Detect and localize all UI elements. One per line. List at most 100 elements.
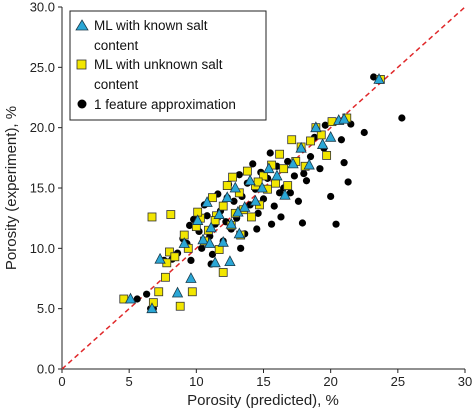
- y-tick-label: 15.0: [30, 181, 55, 196]
- triangle-point: [221, 191, 233, 203]
- square-marker-icon: [76, 59, 87, 70]
- circle-point: [370, 73, 378, 81]
- square-point: [154, 287, 164, 297]
- triangle-point: [316, 138, 329, 149]
- triangle-point: [229, 181, 241, 193]
- circle-point: [276, 189, 284, 197]
- triangle-point: [287, 157, 299, 169]
- circle-point: [133, 295, 141, 303]
- circle-point: [340, 159, 348, 167]
- triangle-point: [325, 130, 337, 142]
- triangle-point: [205, 221, 217, 233]
- square-point: [247, 212, 256, 222]
- circle-marker-icon: [77, 99, 87, 109]
- circle-point: [344, 178, 352, 186]
- y-tick-label: 0.0: [37, 362, 55, 377]
- plot-area: 0 5 10 15 20 25 30 0.0 5.0 10.0 15.0 20.0 25.0 30.0: [30, 0, 473, 389]
- square-point: [218, 201, 228, 211]
- square-point: [214, 245, 224, 254]
- circle-point: [360, 128, 368, 137]
- triangle-point: [154, 252, 166, 264]
- square-point: [165, 247, 174, 257]
- y-axis-title: Porosity (experiment), %: [3, 106, 20, 270]
- triangle-point: [213, 208, 225, 219]
- square-point: [228, 172, 238, 182]
- legend: ML with known salt content ML with unkno…: [69, 10, 267, 121]
- triangle-point: [171, 286, 184, 298]
- square-point: [322, 151, 332, 160]
- triangle-point: [197, 233, 209, 245]
- triangle-point: [338, 112, 350, 124]
- triangle-marker-icon: [75, 19, 89, 31]
- square-point: [175, 301, 185, 311]
- data-points: [119, 73, 406, 314]
- x-tick-label: 20: [323, 374, 337, 389]
- triangle-point: [146, 302, 158, 314]
- triangle-point: [310, 121, 322, 133]
- circle-point: [398, 114, 406, 122]
- square-point: [208, 193, 217, 203]
- triangle-point: [178, 237, 190, 248]
- circle-point: [254, 209, 262, 217]
- square-point: [306, 136, 315, 146]
- square-point: [279, 164, 289, 174]
- circle-point: [300, 169, 308, 178]
- circle-point: [286, 189, 294, 197]
- circle-point: [337, 136, 346, 144]
- circle-point: [298, 219, 307, 227]
- triangle-point: [232, 205, 244, 217]
- y-tick-label: 25.0: [30, 60, 55, 75]
- square-point: [316, 130, 326, 140]
- square-point: [287, 135, 297, 145]
- triangle-point: [201, 196, 213, 207]
- x-tick-label: 15: [256, 374, 270, 389]
- triangle-point: [225, 217, 237, 229]
- triangle-point: [239, 200, 251, 212]
- legend-item-unknown-salt: ML with unknown salt content: [76, 57, 223, 92]
- circle-point: [327, 192, 335, 201]
- square-point: [275, 149, 285, 159]
- legend-item-one-feature: 1 feature approximation: [77, 97, 236, 112]
- circle-point: [203, 212, 211, 220]
- circle-point: [237, 244, 245, 252]
- circle-point: [294, 197, 303, 205]
- triangle-point: [204, 237, 216, 248]
- circle-point: [321, 121, 329, 129]
- triangle-point: [256, 181, 268, 193]
- legend-label-unknown-salt-line1: ML with unknown salt: [94, 57, 223, 72]
- triangle-point: [209, 256, 221, 268]
- square-point: [166, 210, 176, 219]
- circle-point: [332, 220, 340, 228]
- triangle-point: [233, 227, 245, 239]
- square-point: [187, 287, 197, 297]
- square-point: [222, 181, 232, 190]
- triangle-point: [279, 188, 291, 200]
- square-point: [234, 188, 244, 198]
- triangle-point: [303, 158, 315, 170]
- x-axis-title: Porosity (predicted), %: [187, 392, 339, 409]
- square-point: [283, 181, 293, 190]
- legend-box: [69, 10, 267, 121]
- legend-label-unknown-salt-line2: content: [94, 77, 139, 92]
- square-point: [218, 268, 228, 277]
- circle-point: [235, 171, 243, 179]
- circle-point: [266, 149, 274, 157]
- triangle-point: [217, 235, 229, 247]
- legend-item-known-salt: ML with known salt content: [75, 18, 208, 53]
- circle-point: [290, 172, 298, 180]
- circle-point: [208, 250, 217, 258]
- circle-point: [316, 165, 324, 173]
- reference-line: [61, 6, 466, 370]
- square-point: [259, 171, 268, 181]
- circle-point: [306, 153, 315, 161]
- circle-point: [198, 244, 206, 252]
- triangle-point: [244, 174, 256, 186]
- x-tick-label: 5: [126, 374, 133, 389]
- y-axis-ticks: 0.0 5.0 10.0 15.0 20.0 25.0 30.0: [30, 0, 62, 377]
- circle-point: [253, 225, 261, 233]
- square-point: [271, 178, 280, 188]
- legend-label-one-feature: 1 feature approximation: [94, 97, 236, 112]
- triangle-point: [263, 162, 275, 174]
- legend-label-known-salt-line1: ML with known salt: [94, 18, 208, 33]
